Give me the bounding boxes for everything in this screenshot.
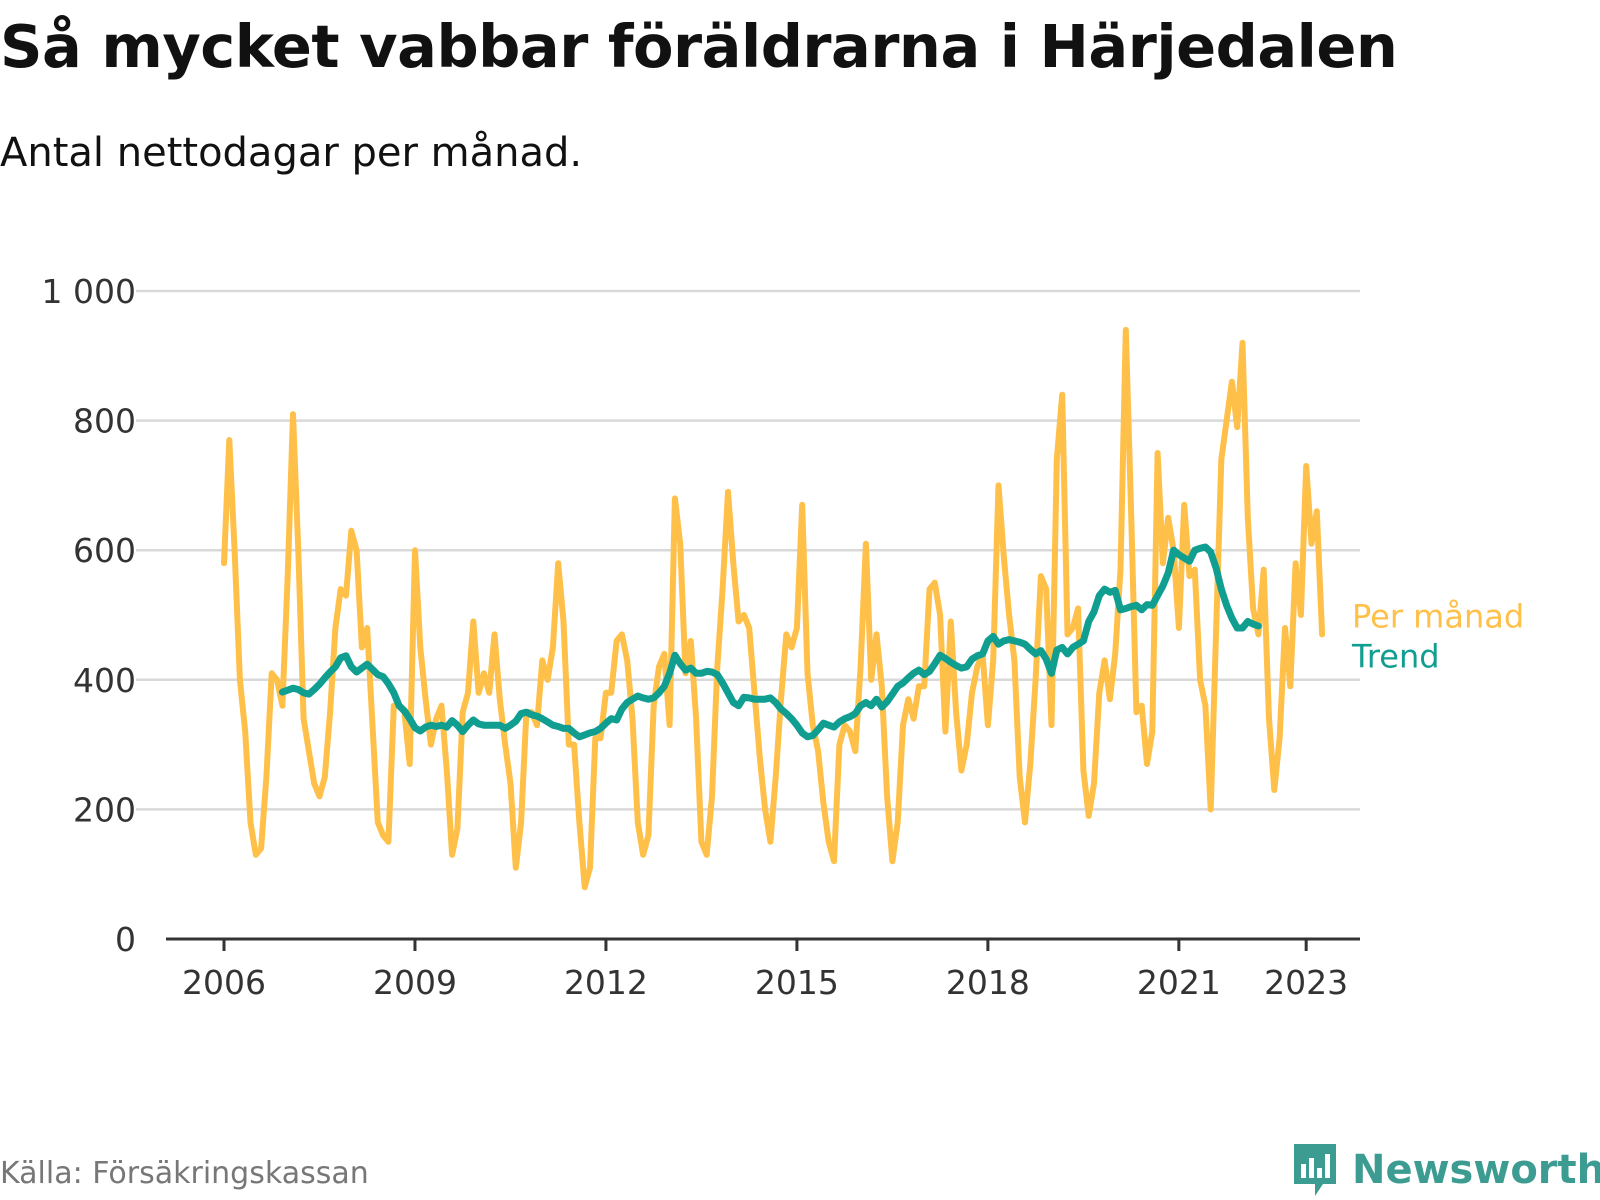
x-tick-label: 2023 <box>1264 963 1348 1002</box>
y-tick-label: 600 <box>73 531 136 570</box>
brand-name: Newsworthy <box>1352 1147 1600 1193</box>
x-tick-label: 2006 <box>182 963 266 1002</box>
y-tick-label: 200 <box>73 790 136 829</box>
x-tick-label: 2018 <box>946 963 1030 1002</box>
y-tick-label: 1 000 <box>42 272 136 311</box>
y-tick-label: 400 <box>73 661 136 700</box>
y-tick-label: 0 <box>115 920 136 959</box>
series-line-per-manad <box>221 326 1326 891</box>
x-tick-label: 2009 <box>373 963 457 1002</box>
newsworthy-logo-icon <box>1294 1144 1336 1196</box>
legend-label: Trend <box>1351 637 1440 675</box>
source-note: Källa: Försäkringskassan <box>0 1156 369 1191</box>
chart-subtitle: Antal nettodagar per månad. <box>0 130 583 176</box>
chart-title: Så mycket vabbar föräldrarna i Härjedale… <box>0 12 1398 81</box>
legend-label: Per månad <box>1352 597 1524 635</box>
y-tick-label: 800 <box>73 402 136 441</box>
x-tick-label: 2012 <box>564 963 648 1002</box>
x-tick-label: 2021 <box>1137 963 1221 1002</box>
brand-logo: Newsworthy <box>1290 1140 1600 1200</box>
x-tick-label: 2015 <box>755 963 839 1002</box>
series-line-trend <box>278 543 1262 741</box>
